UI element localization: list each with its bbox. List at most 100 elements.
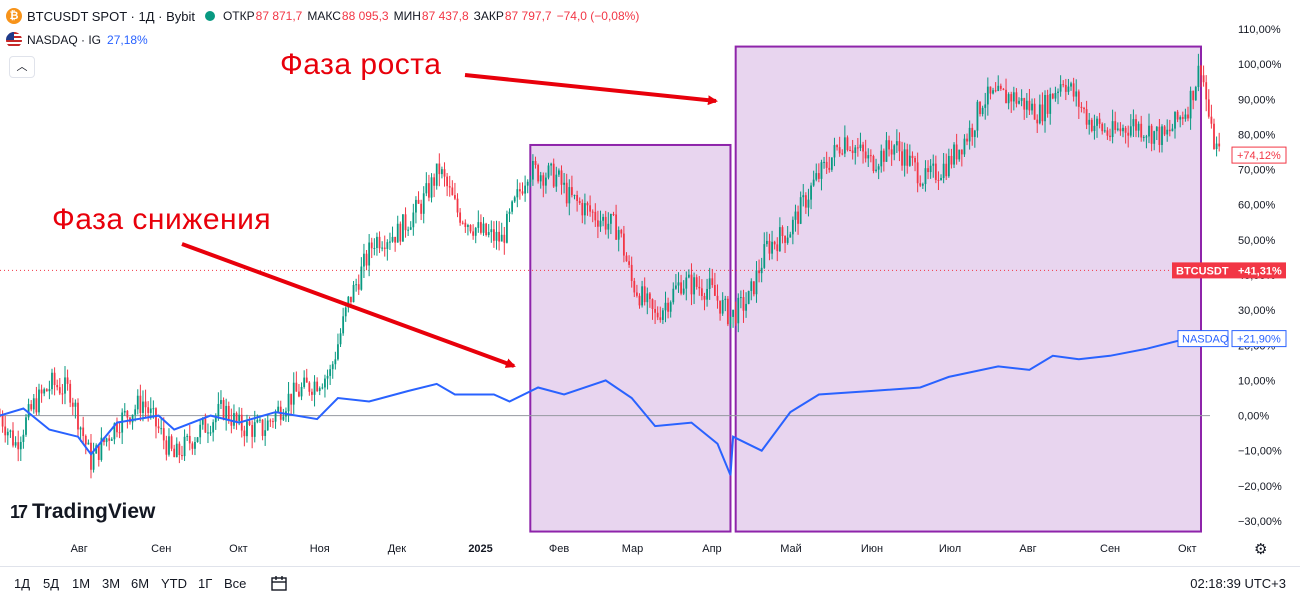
candle-body xyxy=(443,169,446,177)
utc-clock[interactable]: 02:18:39 UTC+3 xyxy=(1190,576,1286,591)
candle-body xyxy=(27,404,30,418)
symbol-title[interactable]: BTCUSDT SPOT · 1Д · Bybit xyxy=(27,8,195,24)
candle-body xyxy=(1148,125,1150,137)
candle-body xyxy=(615,214,617,240)
candle-body xyxy=(373,247,376,249)
candle-body xyxy=(1184,114,1187,119)
candle-body xyxy=(713,285,716,296)
candle-body xyxy=(833,145,836,158)
nasdaq-last-value: +21,90% xyxy=(1237,334,1281,346)
candle-body xyxy=(1096,118,1098,126)
candle-body xyxy=(836,145,838,148)
candle-body xyxy=(971,127,974,137)
range-5d-button[interactable]: 5Д xyxy=(43,576,60,591)
candle-body xyxy=(927,168,929,173)
candle-body xyxy=(38,389,40,413)
settings-gear-icon[interactable]: ⚙ xyxy=(1254,541,1268,558)
candle-body xyxy=(529,179,532,182)
x-tick-label: Сен xyxy=(151,543,171,555)
candle-body xyxy=(669,302,672,312)
candle-body xyxy=(1215,143,1218,150)
tradingview-logo[interactable]: 17 TradingView xyxy=(10,500,155,524)
candle-body xyxy=(768,240,771,254)
candle-body xyxy=(791,219,794,235)
price-chart[interactable]: −30,00%−20,00%−10,00%0,00%10,00%20,00%30… xyxy=(0,0,1300,566)
compare-title[interactable]: NASDAQ · IG xyxy=(27,33,102,47)
candle-body xyxy=(1031,103,1033,111)
candle-body xyxy=(929,165,932,173)
candle-body xyxy=(1145,136,1148,138)
market-status-icon xyxy=(204,11,215,21)
candle-body xyxy=(882,150,885,162)
candle-body xyxy=(9,430,12,432)
candle-body xyxy=(508,211,511,214)
candle-body xyxy=(1064,84,1067,92)
candle-body xyxy=(903,149,906,166)
y-tick-label: 60,00% xyxy=(1238,200,1276,212)
candle-body xyxy=(79,427,82,430)
candle-body xyxy=(862,144,864,152)
x-tick-label: Авг xyxy=(71,543,88,555)
candle-body xyxy=(773,241,776,245)
range-3m-button[interactable]: 3М xyxy=(102,576,121,591)
candle-body xyxy=(1015,92,1018,104)
candle-body xyxy=(1142,136,1145,138)
candle-body xyxy=(532,160,534,180)
candle-body xyxy=(737,297,740,324)
candle-body xyxy=(976,101,979,131)
candle-body xyxy=(747,290,750,304)
collapse-legend-button[interactable]: ︿ xyxy=(9,56,35,78)
candle-body xyxy=(513,197,516,202)
decline-arrow xyxy=(181,242,516,368)
candle-body xyxy=(147,407,150,413)
candle-body xyxy=(578,200,581,204)
range-all-button[interactable]: Все xyxy=(224,576,247,591)
y-tick-label: −20,00% xyxy=(1238,481,1282,493)
candle-body xyxy=(989,86,992,94)
candle-body xyxy=(804,195,807,208)
candle-body xyxy=(90,442,92,470)
y-tick-label: 70,00% xyxy=(1238,165,1276,177)
range-1y-button[interactable]: 1Г xyxy=(198,576,213,591)
candle-body xyxy=(230,419,233,426)
candle-body xyxy=(1163,126,1166,135)
candle-body xyxy=(981,107,984,115)
candle-body xyxy=(56,385,59,388)
candle-body xyxy=(303,377,306,387)
range-ytd-button[interactable]: YTD xyxy=(161,576,187,591)
candle-body xyxy=(521,191,524,194)
candle-body xyxy=(370,242,373,249)
candle-body xyxy=(1205,82,1208,100)
candle-body xyxy=(40,389,43,394)
candle-body xyxy=(1161,126,1163,145)
candle-body xyxy=(454,195,456,199)
btc-last-badge xyxy=(1231,146,1287,164)
candle-body xyxy=(344,307,347,317)
candle-body xyxy=(633,280,636,293)
candle-body xyxy=(1132,119,1135,127)
candle-body xyxy=(87,442,90,445)
candle-body xyxy=(604,216,607,230)
range-1m-button[interactable]: 1М xyxy=(72,576,91,591)
candle-body xyxy=(911,155,914,159)
candle-body xyxy=(430,177,433,198)
range-6m-button[interactable]: 6М xyxy=(131,576,150,591)
candle-body xyxy=(22,434,25,442)
candle-body xyxy=(253,422,256,437)
candle-body xyxy=(170,436,173,449)
calendar-icon[interactable] xyxy=(270,574,288,592)
candle-body xyxy=(1098,118,1101,124)
candle-body xyxy=(503,234,506,243)
candle-body xyxy=(1122,127,1124,132)
candle-body xyxy=(760,267,763,274)
range-1d-button[interactable]: 1Д xyxy=(14,576,31,591)
candle-body xyxy=(300,386,303,397)
candle-body xyxy=(924,168,927,185)
chevron-up-icon: ︿ xyxy=(16,61,28,73)
candle-body xyxy=(635,292,638,296)
candle-body xyxy=(992,90,994,94)
logo-text: TradingView xyxy=(32,500,156,523)
candle-body xyxy=(259,419,261,421)
candle-body xyxy=(113,423,116,440)
candle-body xyxy=(947,155,950,177)
